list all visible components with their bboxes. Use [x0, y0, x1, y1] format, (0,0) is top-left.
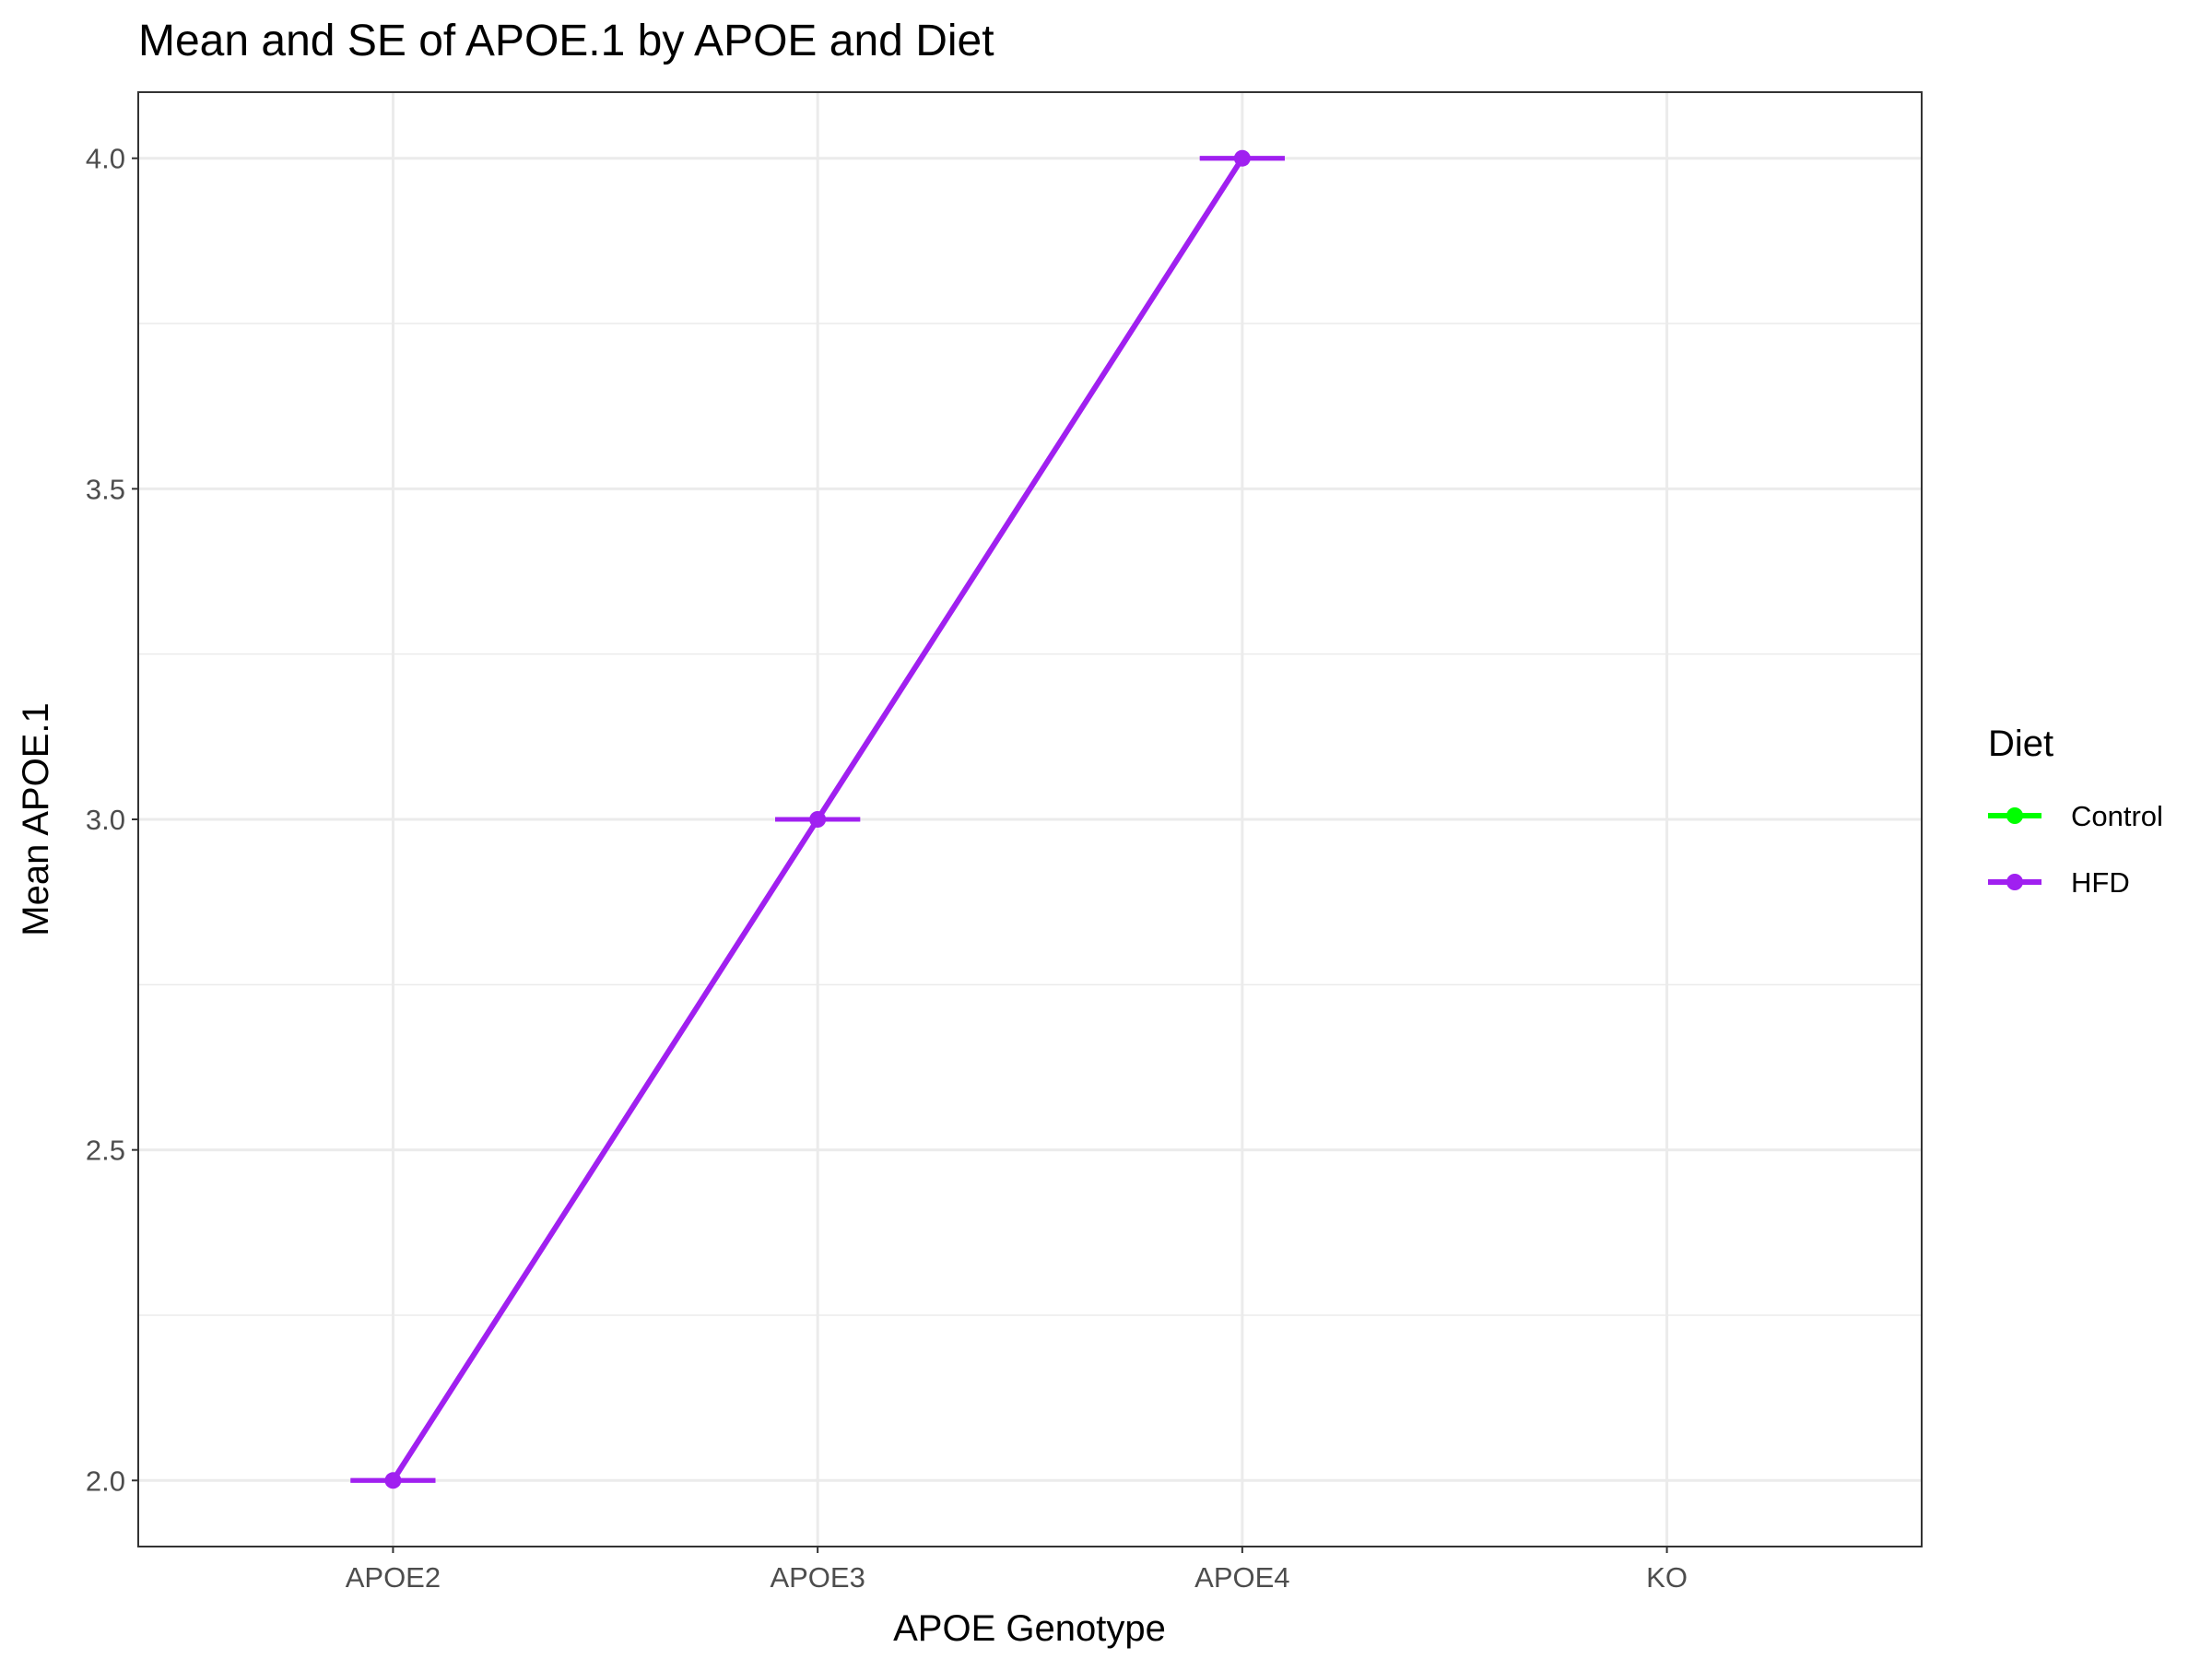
y-axis-title: Mean APOE.1	[16, 702, 56, 935]
data-point-hfd	[809, 811, 827, 828]
series-layer	[350, 149, 1285, 1489]
legend-title: Diet	[1988, 724, 2053, 764]
data-point-hfd	[1233, 149, 1251, 167]
x-axis: APOE2 APOE3 APOE4 KO	[346, 1547, 1688, 1594]
y-tick-label: 3.0	[86, 804, 125, 836]
x-tick-label: APOE4	[1194, 1561, 1289, 1594]
plot-area	[137, 91, 1923, 1547]
y-tick-label: 2.5	[86, 1135, 125, 1167]
y-axis: 2.0 2.5 3.0 3.5 4.0	[86, 143, 138, 1497]
y-tick-label: 4.0	[86, 143, 125, 175]
legend-key-point	[2006, 874, 2023, 890]
legend: Diet Control HFD	[1988, 724, 2163, 899]
legend-key-point	[2006, 807, 2023, 824]
x-tick-label: APOE3	[770, 1561, 865, 1594]
data-point-hfd	[384, 1472, 402, 1489]
chart-title: Mean and SE of APOE.1 by APOE and Diet	[138, 17, 994, 65]
x-tick-label: APOE2	[346, 1561, 441, 1594]
y-tick-label: 2.0	[86, 1465, 125, 1497]
x-tick-label: KO	[1646, 1561, 1688, 1594]
legend-label-control: Control	[2071, 800, 2163, 832]
legend-items: Control HFD	[1988, 800, 2163, 899]
legend-label-hfd: HFD	[2071, 866, 2130, 899]
x-axis-title: APOE Genotype	[893, 1608, 1166, 1649]
y-tick-label: 3.5	[86, 473, 125, 505]
